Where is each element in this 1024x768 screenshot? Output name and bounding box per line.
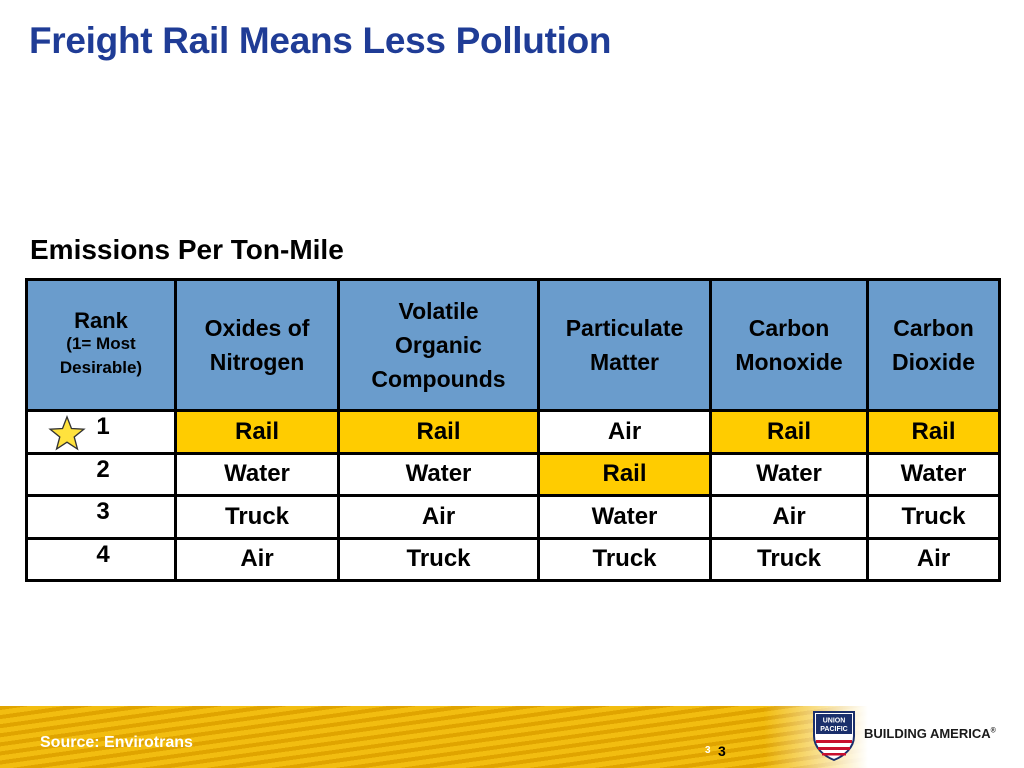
- table-cell: Truck: [174, 494, 340, 540]
- star-icon: [48, 415, 86, 451]
- table-cell: Truck: [866, 494, 1001, 540]
- table-cell: Air: [174, 536, 340, 582]
- table-cell: Truck: [709, 536, 869, 582]
- table-header-row: Rank (1= Most Desirable) Oxides of Nitrog…: [25, 278, 1001, 412]
- table-row: 1 Rail Rail Air Rail Rail: [25, 409, 1001, 455]
- header-rank: Rank (1= Most Desirable): [25, 278, 177, 412]
- header-particulate-matter: Particulate Matter: [537, 278, 712, 412]
- header-carbon-monoxide: Carbon Monoxide: [709, 278, 869, 412]
- rank-cell: 4: [25, 536, 177, 582]
- table-cell: Air: [866, 536, 1001, 582]
- table-row: 4 Air Truck Truck Truck Air: [25, 536, 1001, 582]
- union-pacific-shield-icon: UNION PACIFIC: [813, 711, 855, 762]
- rank-number: 1: [96, 413, 110, 440]
- page-number-small: 3: [705, 745, 711, 756]
- emissions-table: Rank (1= Most Desirable) Oxides of Nitrog…: [25, 278, 1001, 582]
- table-cell: Water: [337, 451, 540, 497]
- header-rank-label: Rank: [74, 308, 128, 333]
- table-cell: Water: [866, 451, 1001, 497]
- svg-text:PACIFIC: PACIFIC: [820, 726, 847, 733]
- table-cell: Rail: [537, 451, 712, 497]
- svg-text:UNION: UNION: [823, 718, 846, 725]
- table-cell: Air: [537, 409, 712, 455]
- brand-slogan: BUILDING AMERICA®: [864, 726, 996, 741]
- table-cell: Truck: [337, 536, 540, 582]
- header-rank-note-2: Desirable): [59, 358, 143, 377]
- table-cell: Water: [709, 451, 869, 497]
- table-cell: Truck: [537, 536, 712, 582]
- rank-cell: 1: [25, 409, 177, 455]
- table-cell: Rail: [866, 409, 1001, 455]
- rank-number: 3: [96, 498, 110, 525]
- header-carbon-dioxide: Carbon Dioxide: [866, 278, 1001, 412]
- table-cell: Water: [174, 451, 340, 497]
- rank-cell: 2: [25, 451, 177, 497]
- table-cell: Air: [709, 494, 869, 540]
- header-rank-note-1: (1= Most: [66, 334, 136, 353]
- table-title: Emissions Per Ton-Mile: [30, 234, 344, 265]
- header-volatile-organic-compounds: Volatile Organic Compounds: [337, 278, 540, 412]
- table-cell: Rail: [174, 409, 340, 455]
- table-cell: Rail: [709, 409, 869, 455]
- table-cell: Water: [537, 494, 712, 540]
- table-cell: Air: [337, 494, 540, 540]
- rank-number: 2: [96, 455, 110, 483]
- rank-number: 4: [96, 540, 110, 568]
- table-row: 2 Water Water Rail Water Water: [25, 451, 1001, 497]
- source-note: Source: Envirotrans: [40, 734, 193, 751]
- slide-title: Freight Rail Means Less Pollution: [29, 20, 612, 61]
- table-row: 3 Truck Air Water Air Truck: [25, 494, 1001, 540]
- rank-cell: 3: [25, 494, 177, 540]
- header-oxides-of-nitrogen: Oxides of Nitrogen: [174, 278, 340, 412]
- page-number: 3: [718, 743, 726, 759]
- footer-fade: [764, 706, 1024, 768]
- table-cell: Rail: [337, 409, 540, 455]
